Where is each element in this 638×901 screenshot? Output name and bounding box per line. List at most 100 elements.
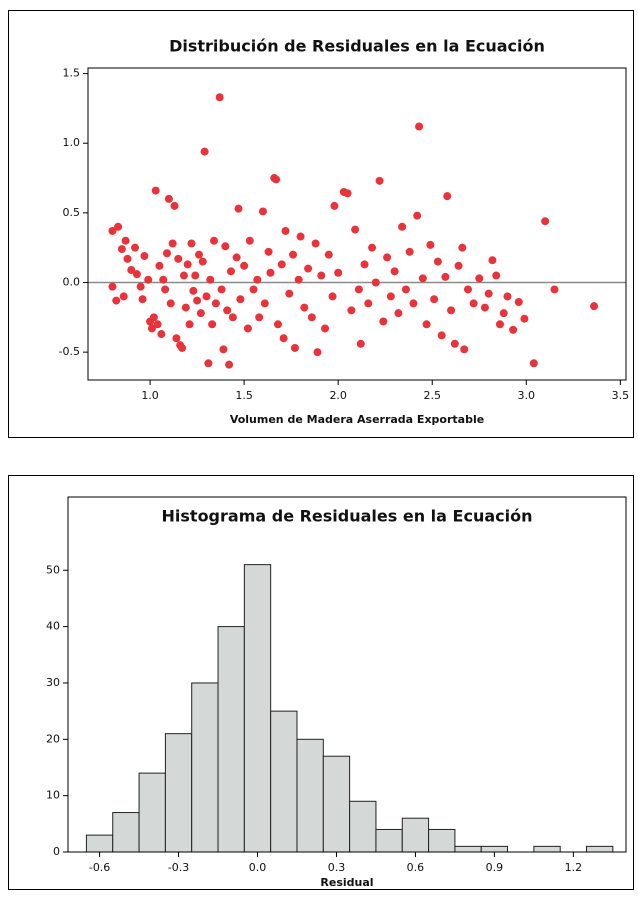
point (379, 317, 388, 326)
point (191, 271, 200, 280)
point (138, 295, 147, 304)
point (458, 243, 467, 252)
point (161, 285, 170, 294)
point (194, 250, 203, 259)
point (433, 257, 442, 266)
x-tick-label: 3.0 (518, 389, 536, 402)
point (172, 334, 181, 343)
point (520, 314, 529, 323)
point (300, 303, 309, 312)
bar (85, 834, 114, 853)
point (211, 299, 220, 308)
point (317, 271, 326, 280)
point (119, 292, 128, 301)
point (296, 232, 305, 241)
point (234, 204, 243, 213)
point (272, 175, 281, 184)
point (210, 236, 219, 245)
point (258, 207, 267, 216)
point (347, 306, 356, 315)
y-tick-label: 0 (53, 845, 60, 858)
bar (454, 845, 482, 853)
point (383, 253, 392, 262)
bar (428, 828, 456, 853)
point (178, 343, 187, 352)
point (273, 320, 282, 329)
point (454, 261, 463, 270)
point (132, 270, 141, 279)
point (463, 285, 472, 294)
point (311, 239, 320, 248)
point (163, 249, 172, 258)
point (488, 256, 497, 265)
point (398, 222, 407, 231)
point (147, 324, 156, 333)
x-axis-label: Volumen de Madera Aserrada Exportable (230, 413, 484, 426)
point (225, 360, 234, 369)
point (550, 285, 559, 294)
point (469, 299, 478, 308)
bar (322, 755, 351, 853)
point (179, 271, 188, 280)
point (437, 331, 446, 340)
bar (191, 682, 219, 853)
point (151, 186, 160, 195)
point (217, 285, 226, 294)
point (108, 226, 117, 235)
point (264, 247, 273, 256)
y-tick-label: 50 (46, 563, 60, 576)
point (375, 176, 384, 185)
x-axis-label: Residual (320, 876, 373, 889)
point (450, 339, 459, 348)
y-tick-label: 10 (46, 789, 60, 802)
bar (480, 845, 509, 853)
point (108, 282, 117, 291)
point (529, 359, 538, 368)
bar (586, 845, 614, 853)
point (123, 254, 132, 263)
bar (296, 738, 324, 853)
y-tick-label: -0.5 (59, 345, 80, 358)
bar (138, 772, 166, 853)
y-tick-label: 30 (46, 676, 60, 689)
point (364, 299, 373, 308)
point (415, 122, 424, 131)
x-tick-label: -0.6 (89, 861, 110, 874)
point (289, 250, 298, 259)
bar (243, 564, 272, 853)
point (164, 194, 173, 203)
point (198, 257, 207, 266)
bar (401, 817, 430, 853)
point (324, 250, 333, 259)
point (441, 272, 450, 281)
point (253, 275, 262, 284)
chart-title: Histograma de Residuales en la Ecuación (162, 507, 533, 526)
y-tick-label: 1.0 (63, 136, 81, 149)
point (405, 247, 414, 256)
point (219, 345, 228, 354)
point (260, 299, 269, 308)
point (243, 324, 252, 333)
point (356, 339, 365, 348)
y-tick-label: 20 (46, 732, 60, 745)
x-tick-label: 0.0 (249, 861, 267, 874)
point (386, 292, 395, 301)
x-tick-label: 0.3 (328, 861, 346, 874)
point (112, 296, 121, 305)
y-tick-label: 40 (46, 620, 60, 633)
y-tick-label: 0.5 (63, 206, 81, 219)
point (443, 192, 452, 201)
y-tick-label: 1.5 (63, 67, 81, 80)
point (121, 236, 130, 245)
point (131, 243, 140, 252)
point (168, 239, 177, 248)
point (480, 303, 489, 312)
point (290, 343, 299, 352)
point (221, 242, 230, 251)
point (187, 239, 196, 248)
point (294, 275, 303, 284)
point (228, 313, 237, 322)
point (492, 271, 501, 280)
plot-frame (67, 496, 627, 853)
